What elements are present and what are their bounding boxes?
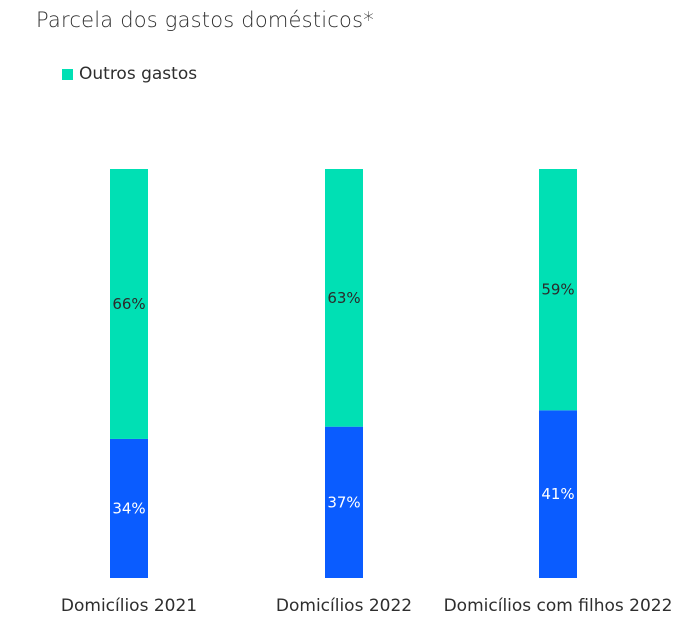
x-tick-label-domicilios-2021: Domicílios 2021: [61, 596, 197, 616]
data-label-domicilios-com-filhos-2022-series-1: 41%: [541, 485, 574, 503]
bar-segment-domicilios-2021-series-1: [110, 438, 148, 578]
legend: Outros gastos: [62, 64, 197, 84]
data-label-domicilios-2021-series-2: 66%: [112, 295, 145, 313]
bar-segment-domicilios-2021-series-2: [110, 169, 148, 439]
legend-swatch-outros-gastos: [62, 68, 73, 80]
chart-title: Parcela dos gastos domésticos*: [36, 8, 374, 32]
bar-segment-domicilios-com-filhos-2022-series-2: [539, 169, 577, 411]
legend-label-outros-gastos: Outros gastos: [79, 64, 198, 84]
data-label-domicilios-com-filhos-2022-series-2: 59%: [541, 281, 574, 299]
data-label-domicilios-2021-series-1: 34%: [112, 499, 145, 517]
bar-segment-domicilios-2022-series-2: [325, 169, 363, 427]
bar-segment-domicilios-com-filhos-2022-series-1: [539, 410, 577, 578]
x-tick-label-domicilios-com-filhos-2022: Domicílios com filhos 2022: [444, 596, 673, 616]
data-label-domicilios-2022-series-1: 37%: [327, 493, 360, 511]
data-label-domicilios-2022-series-2: 63%: [327, 289, 360, 307]
bar-segment-domicilios-2022-series-1: [325, 426, 363, 578]
x-tick-label-domicilios-2022: Domicílios 2022: [276, 596, 412, 616]
